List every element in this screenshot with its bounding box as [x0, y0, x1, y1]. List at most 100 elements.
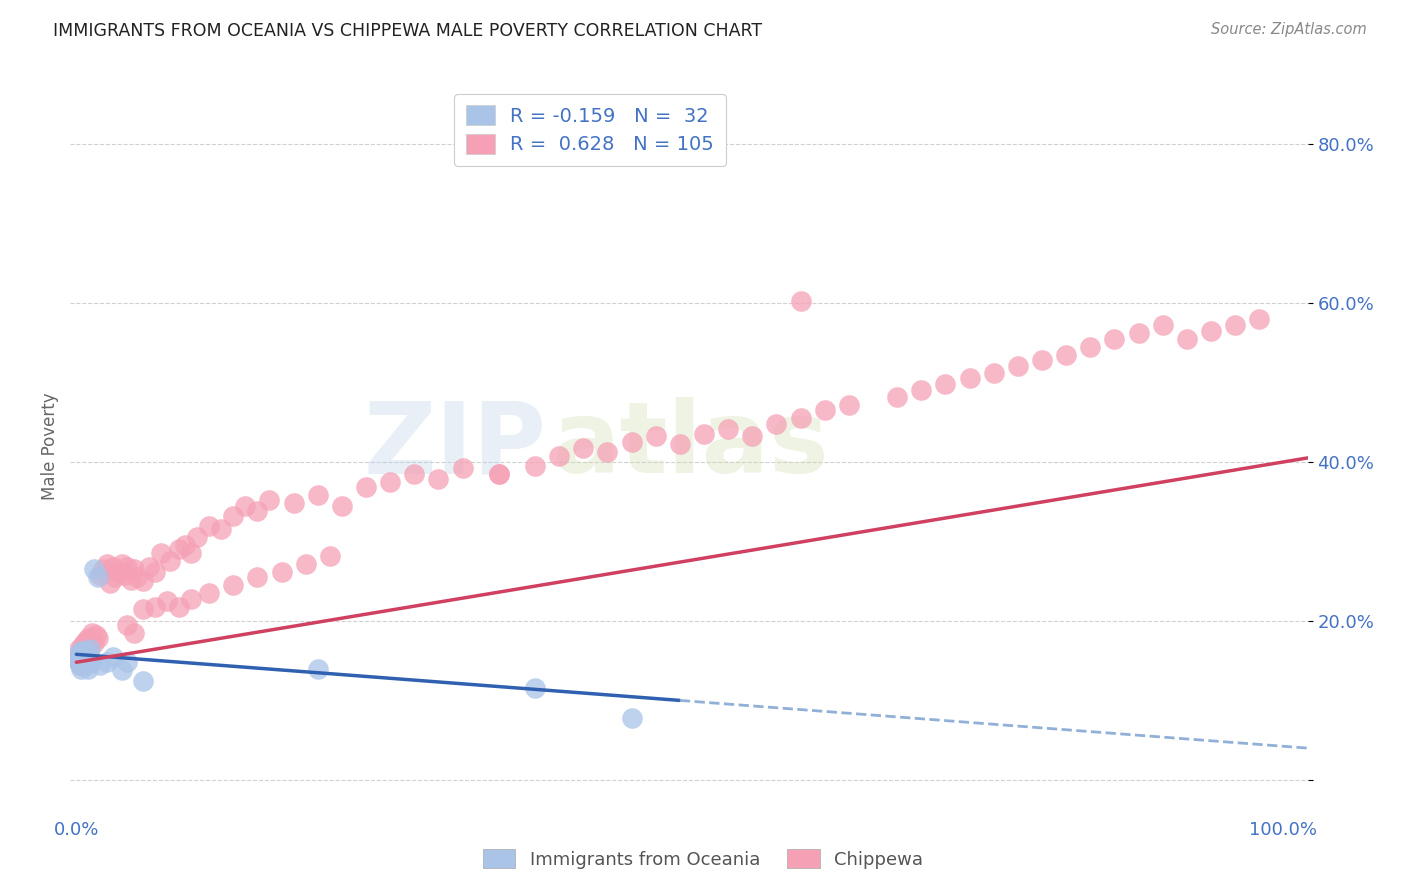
Point: [73, 644, 96, 658]
Text: atlas: atlas: [553, 398, 830, 494]
Point: [104, 570, 127, 584]
Point: [167, 599, 190, 614]
Point: [115, 559, 138, 574]
Point: [75, 649, 97, 664]
Point: [198, 518, 221, 533]
Point: [198, 586, 221, 600]
Point: [380, 475, 402, 489]
Point: [70, 644, 93, 658]
Point: [149, 546, 172, 560]
Point: [77, 648, 100, 662]
Point: [72, 657, 94, 672]
Point: [89, 567, 111, 582]
Point: [80, 633, 103, 648]
Point: [72, 652, 94, 666]
Point: [717, 421, 740, 435]
Point: [132, 673, 155, 688]
Point: [72, 648, 94, 662]
Point: [80, 625, 103, 640]
Point: [114, 567, 136, 582]
Point: [73, 655, 96, 669]
Point: [124, 562, 146, 576]
Point: [1249, 311, 1271, 326]
Point: [98, 575, 121, 590]
Point: [77, 662, 100, 676]
Point: [596, 445, 619, 459]
Point: [186, 530, 208, 544]
Point: [354, 480, 377, 494]
Point: [111, 663, 134, 677]
Point: [70, 644, 93, 658]
Point: [270, 565, 292, 579]
Point: [1031, 353, 1053, 368]
Point: [524, 458, 547, 473]
Point: [72, 649, 94, 664]
Point: [70, 657, 93, 672]
Point: [132, 602, 155, 616]
Point: [307, 488, 329, 502]
Point: [789, 411, 811, 425]
Point: [156, 594, 179, 608]
Point: [89, 657, 111, 672]
Point: [572, 441, 595, 455]
Point: [132, 574, 155, 589]
Point: [115, 618, 138, 632]
Point: [1078, 340, 1101, 354]
Point: [143, 599, 166, 614]
Point: [138, 559, 160, 574]
Point: [67, 641, 90, 656]
Point: [319, 549, 342, 563]
Point: [87, 632, 110, 646]
Legend: R = -0.159   N =  32, R =  0.628   N = 105: R = -0.159 N = 32, R = 0.628 N = 105: [454, 94, 725, 166]
Point: [294, 557, 316, 571]
Point: [222, 578, 245, 592]
Point: [83, 636, 105, 650]
Point: [1223, 318, 1246, 333]
Point: [87, 570, 110, 584]
Point: [76, 644, 98, 658]
Point: [1054, 347, 1077, 362]
Point: [233, 499, 256, 513]
Point: [69, 648, 91, 662]
Point: [1199, 324, 1222, 338]
Point: [669, 437, 692, 451]
Point: [548, 449, 571, 463]
Point: [101, 559, 124, 574]
Point: [83, 562, 105, 576]
Y-axis label: Male Poverty: Male Poverty: [41, 392, 59, 500]
Point: [524, 681, 547, 696]
Point: [174, 538, 197, 552]
Point: [1104, 332, 1126, 346]
Point: [983, 366, 1005, 380]
Point: [91, 562, 114, 576]
Point: [96, 557, 118, 571]
Point: [73, 655, 96, 669]
Point: [209, 523, 232, 537]
Text: Source: ZipAtlas.com: Source: ZipAtlas.com: [1211, 22, 1367, 37]
Text: IMMIGRANTS FROM OCEANIA VS CHIPPEWA MALE POVERTY CORRELATION CHART: IMMIGRANTS FROM OCEANIA VS CHIPPEWA MALE…: [53, 22, 762, 40]
Point: [307, 662, 329, 676]
Text: ZIP: ZIP: [364, 398, 547, 494]
Point: [180, 591, 202, 606]
Point: [222, 508, 245, 523]
Point: [67, 655, 90, 669]
Point: [404, 467, 426, 481]
Point: [84, 628, 107, 642]
Point: [959, 371, 981, 385]
Point: [73, 641, 96, 656]
Point: [76, 655, 98, 669]
Point: [143, 565, 166, 579]
Point: [620, 435, 643, 450]
Point: [1007, 359, 1029, 374]
Point: [80, 655, 103, 669]
Point: [488, 467, 510, 481]
Point: [167, 542, 190, 557]
Point: [101, 649, 124, 664]
Point: [644, 429, 666, 443]
Point: [80, 654, 103, 668]
Point: [79, 640, 101, 654]
Point: [765, 417, 787, 431]
Point: [910, 384, 932, 398]
Point: [70, 662, 93, 676]
Point: [107, 565, 129, 579]
